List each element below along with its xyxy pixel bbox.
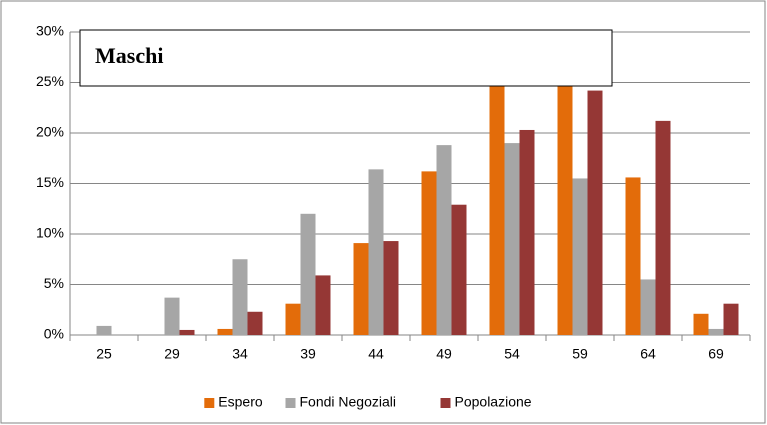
y-tick-label: 20%	[36, 124, 64, 140]
bar	[285, 303, 301, 335]
legend-label: Popolazione	[455, 394, 532, 410]
bar	[519, 129, 535, 335]
legend-swatch	[440, 398, 451, 408]
bar	[708, 328, 724, 335]
bar	[217, 328, 233, 335]
bar	[421, 171, 437, 335]
y-tick-label: 0%	[44, 326, 64, 342]
y-tick-label: 10%	[36, 225, 64, 241]
bar	[315, 275, 331, 335]
bar	[504, 143, 520, 335]
bar	[300, 213, 316, 335]
legend-label: Espero	[218, 394, 263, 410]
bar	[368, 169, 384, 335]
bar	[723, 303, 739, 335]
legend-swatch	[204, 398, 215, 408]
x-tick-label: 29	[164, 346, 180, 362]
bar	[587, 90, 603, 335]
y-tick-label: 25%	[36, 73, 64, 89]
bar	[625, 177, 641, 335]
bar	[232, 259, 248, 335]
bar	[693, 313, 709, 335]
bar	[164, 297, 180, 335]
y-tick-label: 15%	[36, 174, 64, 190]
bar	[179, 329, 195, 335]
legend-swatch	[285, 398, 296, 408]
bar	[436, 145, 452, 335]
x-tick-label: 44	[368, 346, 384, 362]
bar	[383, 241, 399, 335]
y-tick-label: 5%	[44, 275, 64, 291]
bar	[247, 311, 263, 335]
x-tick-label: 49	[436, 346, 452, 362]
legend-label: Fondi Negoziali	[300, 394, 397, 410]
bar	[557, 67, 573, 335]
bar	[572, 178, 588, 335]
y-tick-label: 30%	[36, 23, 64, 39]
x-tick-label: 34	[232, 346, 248, 362]
bar	[451, 204, 467, 335]
x-tick-label: 54	[504, 346, 520, 362]
x-tick-label: 69	[708, 346, 724, 362]
x-tick-label: 25	[96, 346, 112, 362]
x-tick-label: 64	[640, 346, 656, 362]
title-box	[79, 29, 613, 87]
bar	[640, 279, 656, 335]
chart-title: Maschi	[95, 43, 163, 68]
bar	[489, 62, 505, 336]
bar	[96, 325, 112, 335]
plot-area: 0% 5% 10% 15% 20% 25% 30% 25 29 34 39 44 49 54 59 64 69	[36, 23, 751, 362]
legend: Espero Fondi Negoziali Popolazione	[204, 394, 532, 410]
x-tick-label: 59	[572, 346, 588, 362]
bar	[353, 243, 369, 335]
bar	[655, 120, 671, 335]
x-tick-label: 39	[300, 346, 316, 362]
